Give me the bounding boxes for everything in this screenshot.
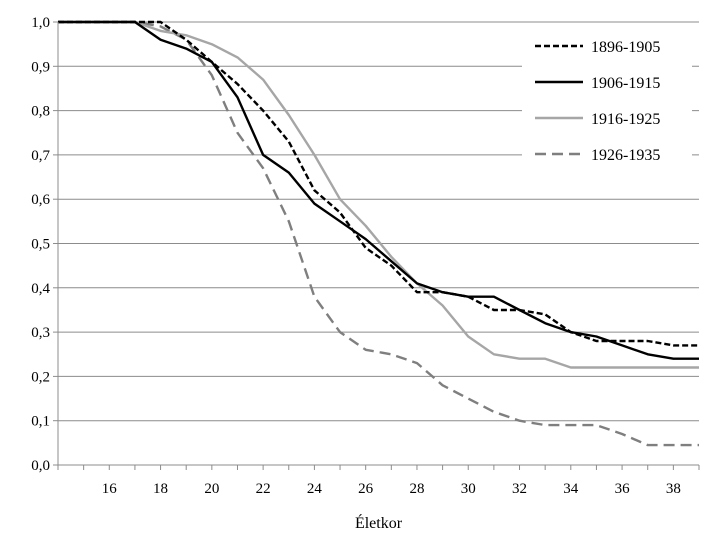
legend-label: 1906-1915 [591, 75, 660, 92]
x-tick-label: 20 [204, 481, 219, 497]
x-tick-label: 28 [409, 481, 424, 497]
x-tick-label: 36 [615, 481, 631, 497]
x-tick-label: 26 [358, 481, 374, 497]
x-tick-label: 18 [153, 481, 168, 497]
series-lines [58, 20, 699, 447]
y-tick-label: 0,7 [31, 148, 50, 164]
y-tick-label: 0,0 [31, 458, 50, 474]
x-axis-title: Életkor [355, 513, 403, 532]
gridlines [58, 21, 699, 422]
y-tick-label: 1,0 [31, 15, 50, 31]
series-line-1916-1925 [58, 20, 699, 369]
series-line-1906-1915 [58, 20, 699, 360]
series-line-1896-1905 [58, 20, 699, 347]
x-axis-ticks: 16 18 20 22 24 26 28 30 32 34 36 38 [57, 465, 700, 497]
legend-label: 1926-1935 [591, 147, 660, 164]
legend: 1896-1905 1906-1915 1916-1925 1926-1935 [522, 30, 692, 170]
x-tick-label: 16 [102, 481, 118, 497]
legend-background [522, 30, 692, 170]
y-tick-label: 0,2 [31, 369, 50, 385]
y-axis-ticks: 0,0 0,1 0,2 0,3 0,4 0,5 0,6 0,7 0,8 0,9 1,0 [31, 15, 58, 474]
y-tick-label: 0,8 [31, 104, 50, 120]
y-tick-label: 0,5 [31, 237, 50, 253]
y-tick-label: 0,3 [31, 325, 50, 341]
x-tick-label: 32 [512, 481, 527, 497]
x-tick-label: 22 [256, 481, 271, 497]
x-tick-label: 24 [307, 481, 323, 497]
y-tick-label: 0,1 [31, 414, 50, 430]
y-tick-label: 0,6 [31, 192, 50, 208]
y-tick-label: 0,4 [31, 281, 50, 297]
x-tick-label: 30 [461, 481, 476, 497]
legend-label: 1916-1925 [591, 111, 660, 128]
x-tick-label: 38 [666, 481, 681, 497]
legend-label: 1896-1905 [591, 39, 660, 56]
y-tick-label: 0,9 [31, 59, 50, 75]
x-tick-label: 34 [563, 481, 579, 497]
series-line-1926-1935 [58, 20, 699, 447]
